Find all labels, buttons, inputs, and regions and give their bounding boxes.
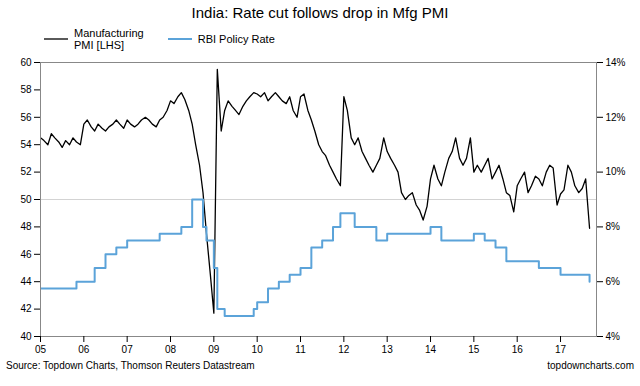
- html-text:topdowncharts.com: topdowncharts.com: [547, 360, 634, 371]
- svg-text:15: 15: [468, 344, 480, 355]
- svg-text:8%: 8%: [606, 221, 621, 232]
- html-text:Manufacturing PMI [LHS]: Manufacturing PMI [LHS]: [74, 27, 144, 51]
- svg-text:05: 05: [35, 344, 47, 355]
- html-text:RBI Policy Rate: RBI Policy Rate: [197, 33, 275, 45]
- svg-text:09: 09: [208, 344, 220, 355]
- svg-text:11: 11: [295, 344, 306, 355]
- svg-text:40: 40: [20, 331, 32, 342]
- svg-text:10: 10: [252, 344, 264, 355]
- svg-text:07: 07: [122, 344, 134, 355]
- svg-text:10%: 10%: [606, 166, 626, 177]
- svg-text:06: 06: [78, 344, 90, 355]
- svg-text:17: 17: [555, 344, 567, 355]
- svg-text:12: 12: [338, 344, 350, 355]
- svg-text:54: 54: [20, 139, 32, 150]
- svg-text:12%: 12%: [606, 112, 626, 123]
- svg-text:16: 16: [512, 344, 524, 355]
- svg-text:14: 14: [425, 344, 437, 355]
- html-text:Source: Topdown Charts, Thomso: Source: Topdown Charts, Thomson Reuters …: [6, 360, 255, 371]
- svg-text:14%: 14%: [606, 57, 626, 68]
- svg-text:08: 08: [165, 344, 177, 355]
- svg-text:48: 48: [20, 221, 32, 232]
- svg-text:6%: 6%: [606, 276, 621, 287]
- svg-text:44: 44: [20, 276, 32, 287]
- svg-text:56: 56: [20, 112, 32, 123]
- html-text:India: Rate cut follows drop i: India: Rate cut follows drop in Mfg PMI: [191, 4, 449, 21]
- svg-text:60: 60: [20, 57, 32, 68]
- svg-text:58: 58: [20, 84, 32, 95]
- svg-text:46: 46: [20, 249, 32, 260]
- svg-text:52: 52: [20, 166, 32, 177]
- svg-text:50: 50: [20, 194, 32, 205]
- svg-text:13: 13: [382, 344, 394, 355]
- svg-text:4%: 4%: [606, 331, 621, 342]
- svg-text:42: 42: [20, 303, 32, 314]
